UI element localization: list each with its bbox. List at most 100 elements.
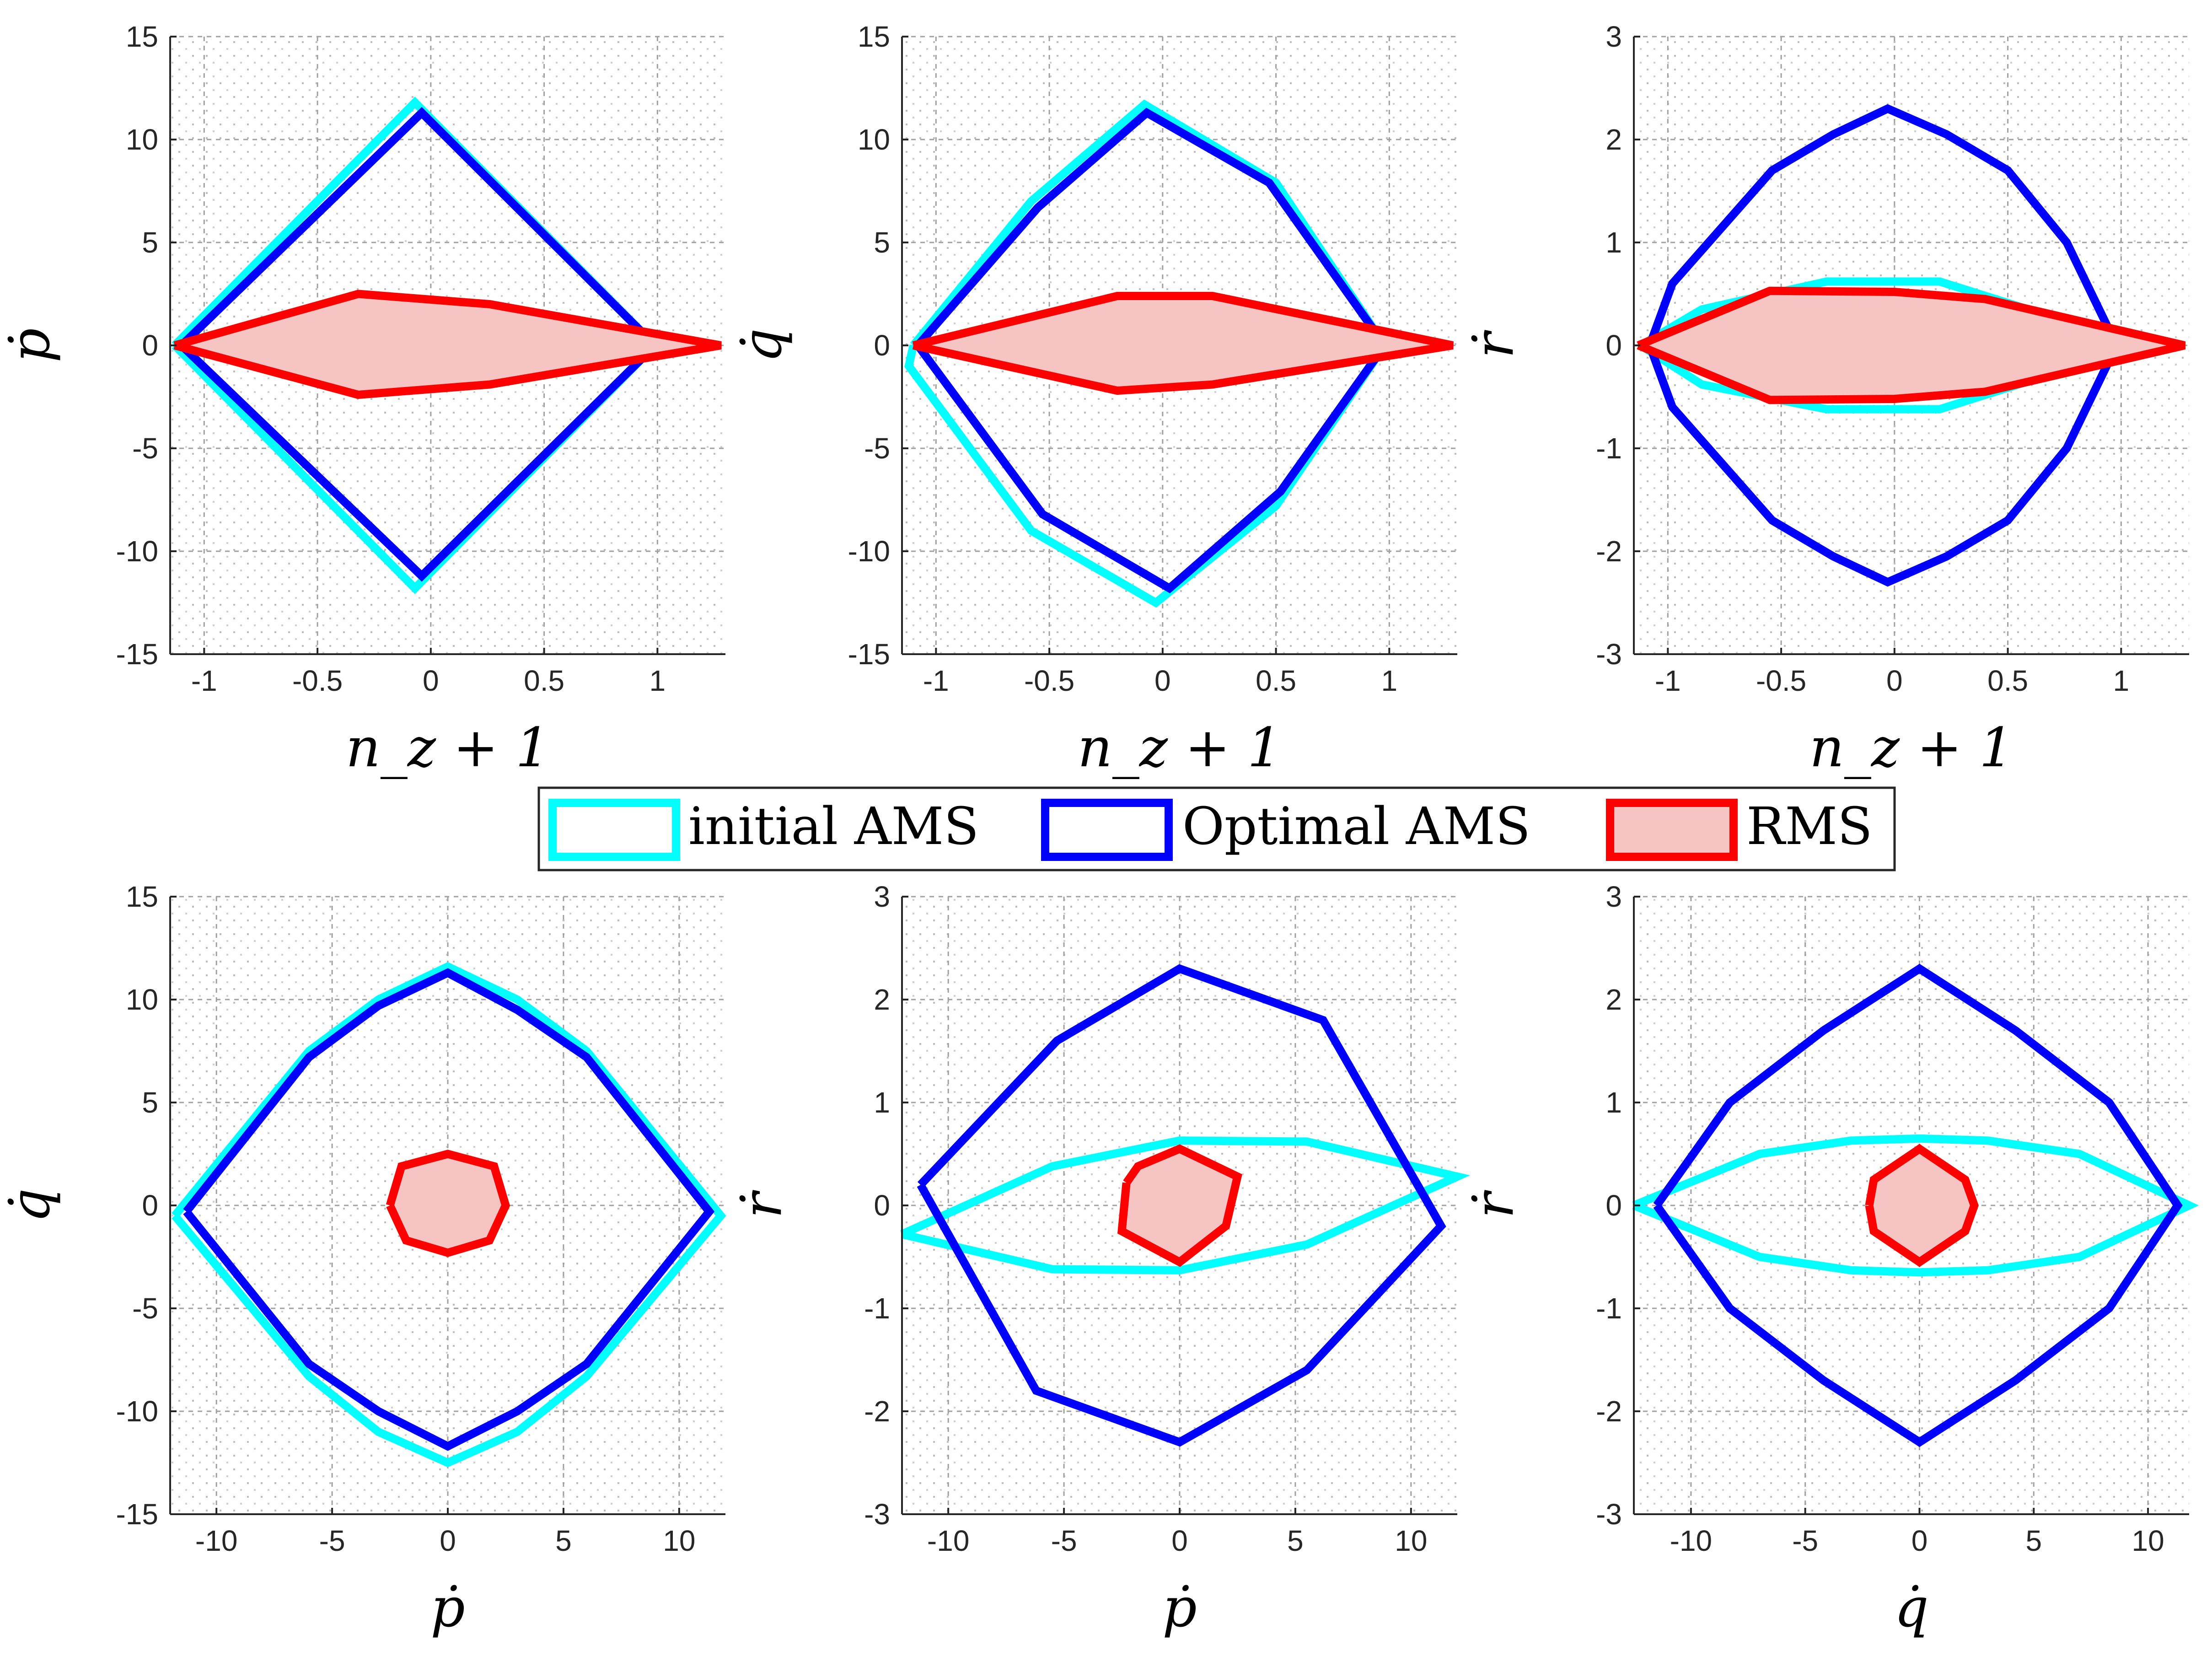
- x-tick-label: 10: [663, 1524, 695, 1557]
- y-tick-label: 5: [142, 226, 158, 259]
- y-tick-label: 10: [858, 123, 890, 156]
- y-tick-label: 10: [126, 983, 158, 1016]
- y-tick-label: 1: [1605, 1086, 1622, 1119]
- y-axis-label: ṙ: [1462, 1189, 1525, 1218]
- y-tick-label: 10: [126, 123, 158, 156]
- y-tick-label: 2: [874, 983, 890, 1016]
- series-initial-ams: [1632, 1134, 2199, 1277]
- x-tick-label: 5: [2025, 1524, 2042, 1557]
- series-optimal-ams: [1653, 963, 2183, 1447]
- series-rms: [912, 292, 1454, 395]
- y-tick-label: -1: [1596, 432, 1622, 465]
- y-tick-label: 0: [874, 1189, 890, 1222]
- legend-swatch-rms: [1606, 799, 1738, 861]
- y-tick-label: -2: [1596, 535, 1622, 568]
- x-tick-label: 0.5: [1256, 664, 1296, 697]
- legend: initial AMS Optimal AMS RMS: [537, 786, 1896, 871]
- x-axis-label: ṗ: [1162, 1576, 1197, 1639]
- y-tick-label: -5: [132, 432, 158, 465]
- series-rms: [386, 1150, 510, 1257]
- series-optimal-ams: [917, 964, 1446, 1447]
- x-tick-label: -0.5: [1024, 664, 1074, 697]
- y-axis-label: q̇: [730, 328, 794, 363]
- y-axis-label: ṙ: [1462, 329, 1525, 358]
- subplot-4: -10 -5 0 5 10 -15 -10 -5 0 5 10 15 ṗ q̇: [0, 880, 726, 1639]
- y-tick-label: 5: [142, 1086, 158, 1119]
- y-tick-label: -2: [1596, 1395, 1622, 1428]
- x-tick-label: -1: [191, 664, 217, 697]
- x-tick-label: -5: [1792, 1524, 1818, 1557]
- y-tick-label: 15: [126, 880, 158, 913]
- y-axis-label: ṙ: [730, 1189, 794, 1218]
- legend-label-initial-ams: initial AMS: [688, 797, 979, 856]
- x-tick-label: -10: [1670, 1524, 1713, 1557]
- y-tick-label: -3: [1596, 638, 1622, 671]
- x-tick-label: 0: [440, 1524, 456, 1557]
- x-tick-label: 0: [1911, 1524, 1928, 1557]
- y-tick-label: -5: [132, 1292, 158, 1325]
- x-tick-label: -0.5: [292, 664, 343, 697]
- x-tick-label: 1: [2113, 664, 2130, 697]
- series-initial-ams: [900, 1136, 1470, 1274]
- legend-swatch-initial-ams: [548, 799, 680, 861]
- x-tick-label: 0: [1154, 664, 1171, 697]
- y-tick-label: 0: [1605, 329, 1622, 362]
- x-tick-label: 5: [1287, 1524, 1304, 1557]
- y-tick-label: 0: [874, 329, 890, 362]
- y-tick-label: 0: [1605, 1189, 1622, 1222]
- x-tick-label: -1: [1655, 664, 1681, 697]
- x-tick-label: -1: [923, 664, 949, 697]
- series-rms: [1865, 1144, 1979, 1267]
- y-tick-label: -5: [864, 432, 890, 465]
- x-axis-label: ṗ: [430, 1576, 465, 1639]
- x-tick-label: 0.5: [524, 664, 564, 697]
- x-tick-label: -0.5: [1756, 664, 1806, 697]
- subplot-2: -1 -0.5 0 0.5 1 -15 -10 -5 0 5 10 15 n_z + 1 q̇: [730, 20, 1457, 779]
- y-axis-label: ṗ: [0, 328, 62, 363]
- y-tick-label: -15: [848, 638, 891, 671]
- x-tick-label: 1: [650, 664, 666, 697]
- series-optimal-ams: [183, 968, 715, 1451]
- x-tick-label: 0: [1886, 664, 1903, 697]
- x-axis-label: n_z + 1: [346, 716, 550, 779]
- x-tick-label: 5: [555, 1524, 572, 1557]
- y-tick-label: 1: [1605, 226, 1622, 259]
- y-tick-label: 0: [142, 1189, 158, 1222]
- x-tick-label: 0.5: [1987, 664, 2028, 697]
- y-tick-label: -15: [116, 638, 159, 671]
- series-rms: [1637, 286, 2186, 404]
- subplot-1: -1 -0.5 0 0.5 1 -15 -10 -5 0 5 10 15 n_z + 1 ṗ: [0, 20, 725, 779]
- x-tick-label: -10: [927, 1524, 970, 1557]
- x-tick-label: 10: [2131, 1524, 2164, 1557]
- y-tick-label: -10: [116, 535, 159, 568]
- y-tick-label: -1: [1596, 1292, 1622, 1325]
- x-tick-label: 0: [423, 664, 439, 697]
- x-tick-label: 10: [1395, 1524, 1427, 1557]
- y-axis-label: q̇: [0, 1188, 62, 1223]
- legend-label-rms: RMS: [1746, 797, 1873, 856]
- x-axis-label: n_z + 1: [1809, 716, 2013, 779]
- y-tick-label: 15: [126, 20, 158, 53]
- x-tick-label: -5: [319, 1524, 345, 1557]
- legend-label-optimal-ams: Optimal AMS: [1182, 797, 1530, 856]
- y-tick-label: 3: [874, 880, 890, 913]
- x-axis-label: n_z + 1: [1078, 716, 1282, 779]
- y-tick-label: -1: [864, 1292, 890, 1325]
- subplot-3: -1 -0.5 0 0.5 1 -3 -2 -1 0 1 2 3 n_z + 1 ṙ: [1462, 20, 2189, 779]
- x-tick-label: -5: [1051, 1524, 1077, 1557]
- x-tick-label: -10: [195, 1524, 238, 1557]
- y-tick-label: -3: [1596, 1498, 1622, 1531]
- x-axis-label: q̇: [1894, 1576, 1929, 1639]
- x-tick-label: 1: [1381, 664, 1398, 697]
- y-tick-label: 3: [1605, 880, 1622, 913]
- x-tick-label: 0: [1171, 1524, 1188, 1557]
- y-tick-label: 3: [1605, 20, 1622, 53]
- y-tick-label: 15: [858, 20, 890, 53]
- y-tick-label: 2: [1605, 123, 1622, 156]
- series-rms: [173, 290, 722, 399]
- y-tick-label: -3: [864, 1498, 890, 1531]
